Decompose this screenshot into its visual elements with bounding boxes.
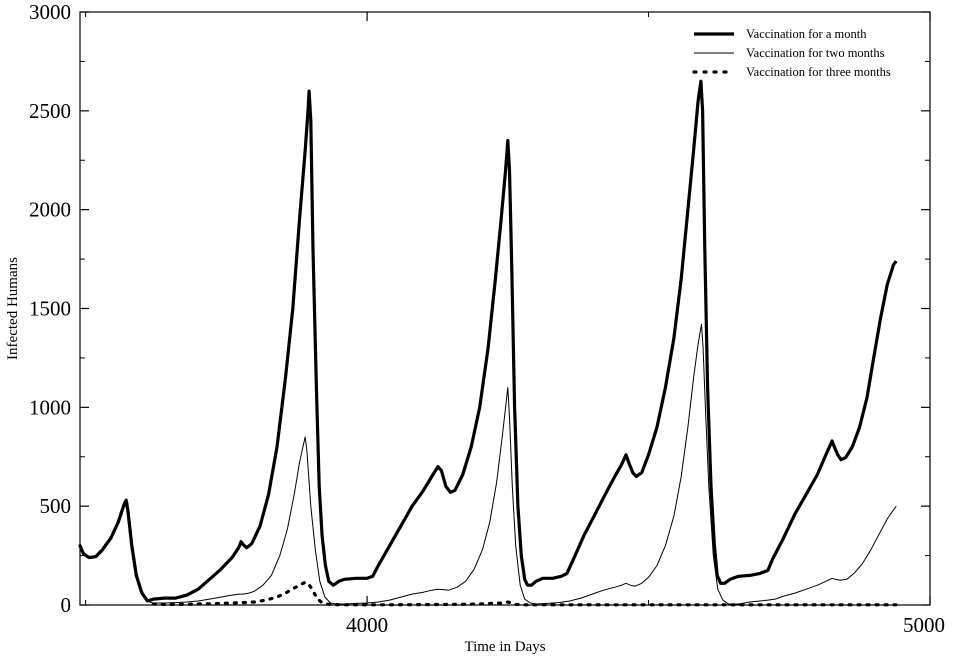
x-axis-title: Time in Days xyxy=(464,639,545,655)
y-tick-label: 3000 xyxy=(29,0,71,24)
series-line-2 xyxy=(79,323,897,605)
plot-border xyxy=(79,11,931,606)
y-tick-label: 2500 xyxy=(29,99,71,123)
legend-label-3: Vaccination for three months xyxy=(746,65,891,79)
plot-frame xyxy=(79,11,931,606)
legend-label-2: Vaccination for two months xyxy=(746,46,885,60)
legend: Vaccination for a month Vaccination for t… xyxy=(692,27,891,79)
axis-tick-labels: 0 500 1000 1500 2000 2500 3000 4000 5000 xyxy=(29,0,945,637)
axis-ticks xyxy=(80,11,931,606)
series-line-1 xyxy=(78,79,898,603)
y-tick-label: 2000 xyxy=(29,198,71,222)
series-layer xyxy=(78,79,898,607)
y-tick-label: 1000 xyxy=(29,395,71,419)
y-tick-label: 0 xyxy=(61,593,72,617)
y-axis-title: Infected Humans xyxy=(5,257,21,360)
x-tick-label: 4000 xyxy=(346,613,388,637)
y-tick-label: 1500 xyxy=(29,297,71,321)
legend-label-1: Vaccination for a month xyxy=(746,27,867,41)
series-line-3 xyxy=(78,498,898,607)
x-tick-label: 5000 xyxy=(903,613,945,637)
y-tick-label: 500 xyxy=(40,494,72,518)
